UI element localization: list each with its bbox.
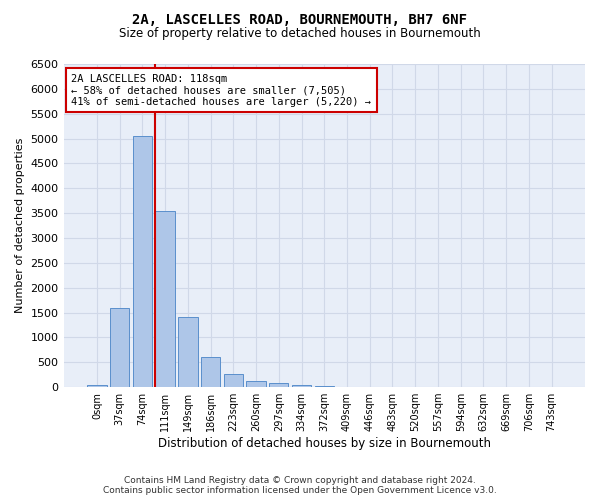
Bar <box>201 358 220 387</box>
Text: Size of property relative to detached houses in Bournemouth: Size of property relative to detached ho… <box>119 28 481 40</box>
Bar <box>269 383 289 387</box>
Bar <box>224 374 243 387</box>
Text: 2A LASCELLES ROAD: 118sqm
← 58% of detached houses are smaller (7,505)
41% of se: 2A LASCELLES ROAD: 118sqm ← 58% of detac… <box>71 74 371 107</box>
Y-axis label: Number of detached properties: Number of detached properties <box>15 138 25 313</box>
X-axis label: Distribution of detached houses by size in Bournemouth: Distribution of detached houses by size … <box>158 437 491 450</box>
Bar <box>314 386 334 387</box>
Bar <box>133 136 152 387</box>
Bar <box>247 380 266 387</box>
Bar <box>292 384 311 387</box>
Bar <box>178 318 197 387</box>
Bar <box>87 384 107 387</box>
Text: 2A, LASCELLES ROAD, BOURNEMOUTH, BH7 6NF: 2A, LASCELLES ROAD, BOURNEMOUTH, BH7 6NF <box>133 12 467 26</box>
Bar <box>110 308 130 387</box>
Text: Contains HM Land Registry data © Crown copyright and database right 2024.
Contai: Contains HM Land Registry data © Crown c… <box>103 476 497 495</box>
Bar <box>155 210 175 387</box>
